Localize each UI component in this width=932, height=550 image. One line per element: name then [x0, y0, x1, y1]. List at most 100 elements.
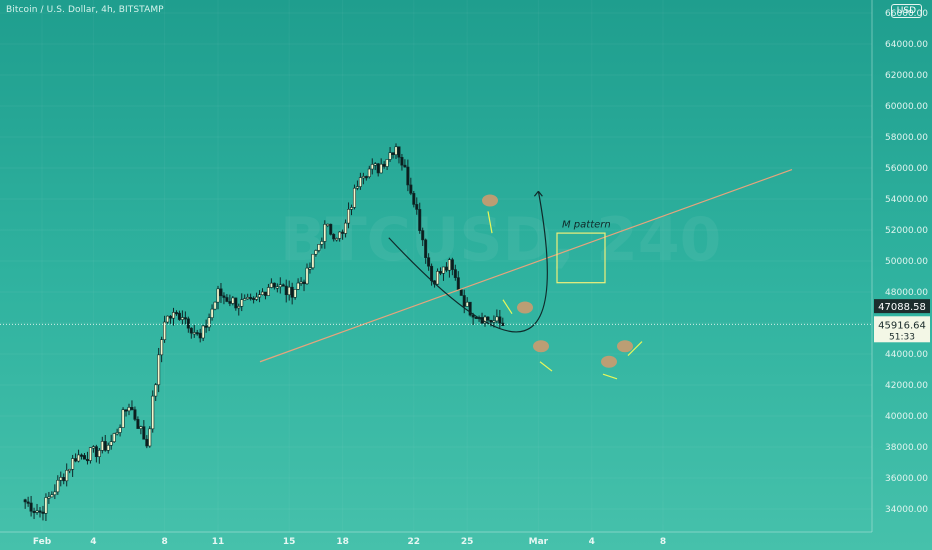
- trend-line[interactable]: [259, 168, 793, 363]
- y-tick-label: 50000.00: [885, 257, 928, 267]
- candles: [23, 143, 505, 522]
- y-tick-label: 62000.00: [885, 71, 928, 81]
- candle-body: [471, 314, 475, 318]
- y-tick-label: 48000.00: [885, 288, 928, 298]
- marker-blob: [533, 340, 549, 353]
- candle-body: [23, 499, 27, 503]
- marker-arrow: [602, 373, 618, 380]
- candle-body: [88, 447, 92, 461]
- candle-body: [370, 164, 374, 170]
- candle-body: [263, 291, 267, 296]
- candle-body: [269, 282, 273, 288]
- marker-arrow: [502, 299, 513, 315]
- candle-body: [234, 297, 238, 309]
- y-tick-label: 34000.00: [885, 505, 928, 515]
- candle-body: [252, 297, 256, 300]
- candle-body: [118, 427, 122, 433]
- candle-body: [80, 454, 84, 457]
- candle-body: [133, 409, 137, 420]
- candle-body: [186, 318, 190, 329]
- candle-body: [293, 289, 297, 298]
- y-tick-label: 40000.00: [885, 412, 928, 422]
- current-price-bg: [874, 316, 930, 343]
- candle-body: [192, 332, 196, 335]
- y-tick-label: 44000.00: [885, 350, 928, 360]
- candle-body: [38, 510, 42, 513]
- time-axis[interactable]: Feb 4 8 11 15 18 22 25 Mar 4 8: [0, 531, 872, 547]
- candle-body: [180, 317, 184, 320]
- candle-body: [240, 299, 244, 307]
- candle-body: [139, 426, 143, 429]
- candle-body: [415, 204, 419, 210]
- candle-body: [465, 301, 469, 307]
- candle-body: [284, 285, 288, 296]
- candle-body: [258, 294, 262, 298]
- price-axis[interactable]: 34000.00 36000.00 38000.00 40000.00 42000.00…: [871, 0, 928, 532]
- candle-body: [447, 259, 451, 271]
- candle-body: [47, 496, 51, 499]
- candle-body: [213, 301, 217, 310]
- candle-body: [68, 468, 72, 472]
- candle-body: [177, 312, 181, 320]
- candle-body: [320, 241, 324, 245]
- candle-body: [160, 339, 164, 356]
- candle-body: [255, 296, 259, 300]
- curve-arc[interactable]: [388, 191, 548, 333]
- candle-body: [71, 458, 75, 470]
- candle-body: [305, 267, 309, 285]
- candle-body: [308, 267, 312, 270]
- y-tick-label: 38000.00: [885, 443, 928, 453]
- candle-body: [450, 259, 454, 270]
- candle-body: [109, 441, 113, 446]
- candle-body: [44, 497, 48, 514]
- candle-body: [201, 325, 205, 339]
- x-tick-label: Mar: [529, 537, 549, 547]
- x-tick-label: 11: [212, 537, 225, 547]
- candle-body: [204, 325, 208, 328]
- candle-body: [124, 409, 128, 412]
- candle-body: [358, 177, 362, 187]
- candle-body: [483, 316, 487, 324]
- x-tick-label: 4: [90, 537, 96, 547]
- candle-body: [154, 384, 158, 397]
- candle-body: [249, 297, 253, 300]
- candle-body: [127, 407, 131, 412]
- candle-body: [172, 312, 176, 319]
- chart-title: Bitcoin / U.S. Dollar, 4h, BITSTAMP: [6, 5, 164, 15]
- candle-body: [441, 266, 445, 274]
- y-tick-label: 54000.00: [885, 195, 928, 205]
- candle-body: [100, 441, 104, 451]
- candle-body: [290, 286, 294, 298]
- candle-body: [400, 156, 404, 166]
- candle-body: [62, 477, 66, 482]
- symbol-watermark: BTCUSD, 240: [280, 205, 721, 275]
- candle-body: [418, 209, 422, 231]
- candle-body: [281, 284, 285, 287]
- marker-arrow: [627, 341, 643, 356]
- candle-body: [56, 479, 60, 493]
- candle-body: [222, 295, 226, 298]
- x-tick-label: 15: [283, 537, 296, 547]
- candle-body: [198, 332, 202, 339]
- candle-body: [225, 297, 229, 302]
- candle-body: [115, 432, 119, 435]
- m-pattern-box[interactable]: [556, 232, 606, 284]
- candle-body: [409, 184, 413, 194]
- candle-body: [106, 444, 110, 451]
- candle-body: [355, 186, 359, 189]
- current-price-label: 45916.64: [878, 320, 926, 331]
- candle-body: [299, 281, 303, 284]
- candle-body: [376, 163, 380, 174]
- candle-body: [65, 469, 69, 482]
- candle-body: [266, 287, 270, 296]
- candle-body: [29, 502, 33, 512]
- candle-body: [278, 284, 282, 288]
- candle-body: [94, 446, 98, 457]
- reference-price-label: 47088.58: [878, 302, 926, 313]
- candle-body: [189, 327, 193, 334]
- candle-body: [35, 510, 39, 513]
- candle-body: [403, 164, 407, 168]
- currency-button[interactable]: USD: [890, 4, 922, 18]
- marker-blob: [482, 194, 498, 207]
- candle-body: [302, 281, 306, 285]
